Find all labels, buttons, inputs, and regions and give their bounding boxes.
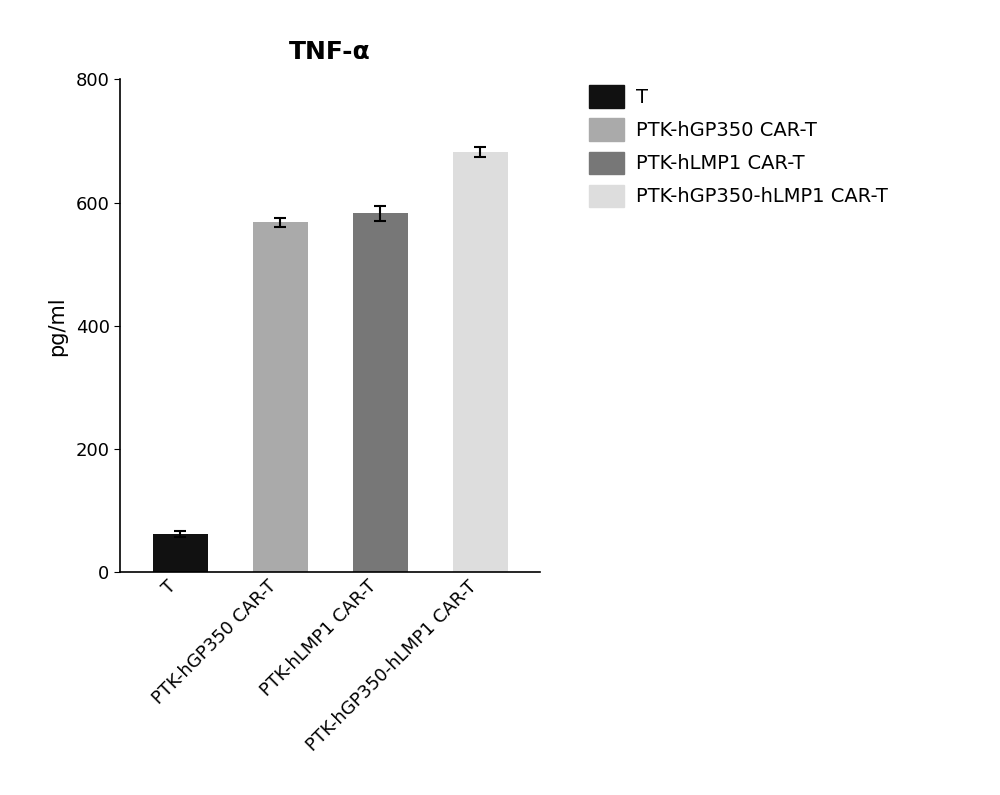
- Y-axis label: pg/ml: pg/ml: [47, 297, 67, 356]
- Bar: [452, 152, 508, 572]
- Bar: [152, 534, 208, 572]
- Text: TNF-α: TNF-α: [289, 40, 371, 64]
- Bar: [352, 213, 408, 572]
- Bar: [252, 223, 308, 572]
- Legend: T, PTK-hGP350 CAR-T, PTK-hLMP1 CAR-T, PTK-hGP350-hLMP1 CAR-T: T, PTK-hGP350 CAR-T, PTK-hLMP1 CAR-T, PT…: [583, 80, 894, 213]
